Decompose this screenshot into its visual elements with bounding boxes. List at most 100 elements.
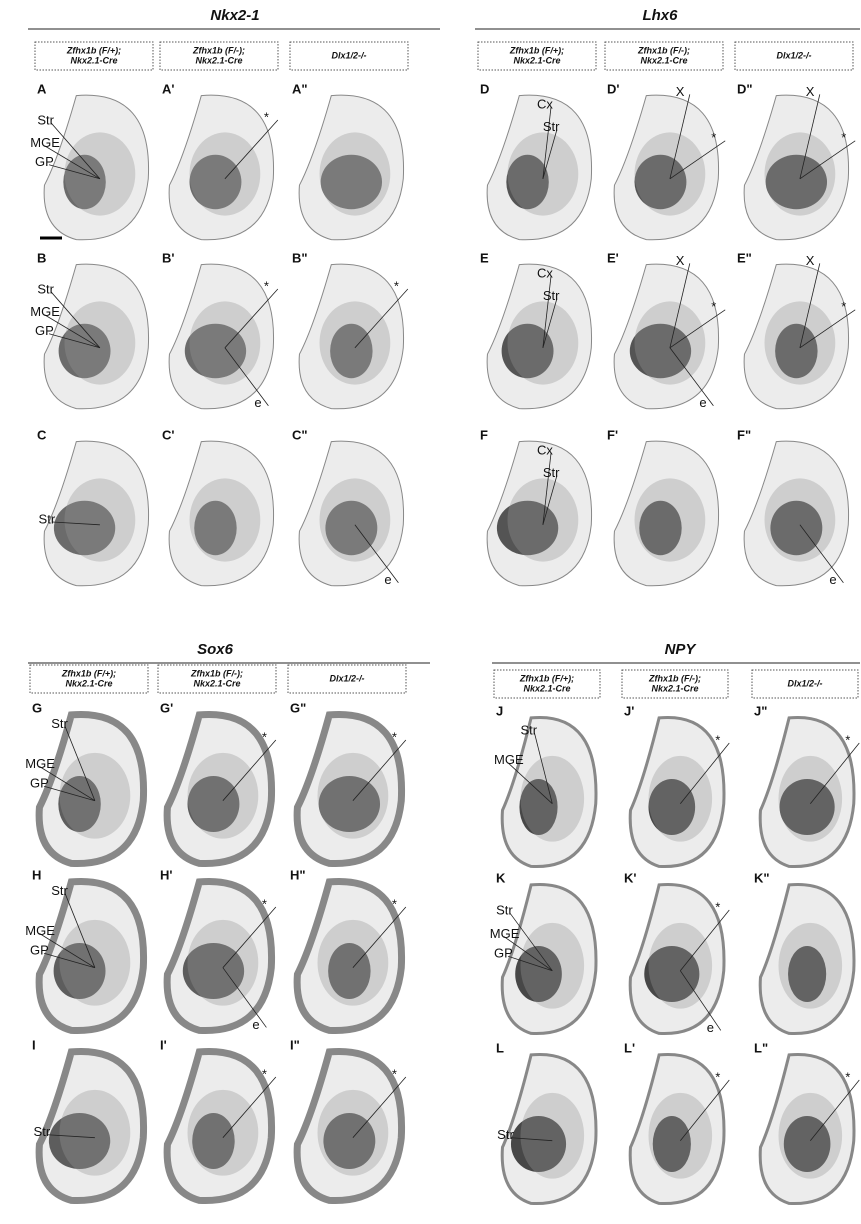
panel-label: A'	[162, 81, 174, 96]
annotation: *	[264, 278, 269, 293]
annotation: *	[392, 896, 397, 911]
panel: F'	[607, 427, 719, 585]
column-header: Zfhx1b (F/+);	[61, 668, 116, 678]
annotation: GP	[30, 943, 49, 958]
annotation: Cx	[537, 443, 553, 458]
stain-halo	[188, 753, 259, 839]
panel: K"	[754, 870, 854, 1033]
stain-halo	[779, 923, 843, 1009]
panel: L'*	[624, 1040, 729, 1203]
annotation: Cx	[537, 97, 553, 112]
panel-label: J"	[754, 703, 767, 718]
panel: E"X*	[737, 250, 855, 408]
annotation: *	[711, 130, 716, 145]
stain-halo	[60, 1090, 131, 1176]
panel: GStrMGEGP	[25, 700, 143, 863]
column-header: Nkx2.1-Cre	[65, 678, 112, 688]
panel: I"*	[290, 1037, 406, 1200]
annotation: Str	[521, 723, 538, 738]
column-header: Nkx2.1-Cre	[193, 678, 240, 688]
panel-label: H'	[160, 867, 172, 882]
column-header: Dlx1/2-/-	[787, 678, 822, 688]
section-title: Nkx2-1	[210, 7, 259, 24]
panel: A' *	[162, 81, 278, 239]
stain-halo	[65, 478, 136, 561]
panel: K' * e	[624, 870, 729, 1034]
annotation: Str	[543, 119, 560, 134]
panel-label: J'	[624, 703, 634, 718]
panel: J" *	[754, 703, 859, 866]
panel-label: A	[37, 81, 47, 96]
stain-halo	[635, 478, 706, 561]
annotation: Str	[39, 511, 56, 526]
stain-halo	[65, 301, 136, 384]
annotation: *	[845, 732, 850, 747]
column-header: Zfhx1b (F/-);	[637, 45, 690, 55]
panel-label: B"	[292, 250, 308, 265]
stain-halo	[508, 301, 579, 384]
panel: E'X*e	[607, 250, 725, 410]
panel-label: I	[32, 1037, 36, 1052]
panel-label: K'	[624, 870, 636, 885]
panel-label: C	[37, 427, 47, 442]
panel: G'*	[160, 700, 276, 863]
panel-label: E'	[607, 250, 619, 265]
panel-label: L	[496, 1040, 504, 1055]
stain-halo	[190, 301, 261, 384]
column-header: Nkx2.1-Cre	[70, 55, 117, 65]
section-title: Sox6	[197, 641, 234, 658]
panel-label: D"	[737, 81, 753, 96]
panel-label: D	[480, 81, 489, 96]
annotation: *	[264, 109, 269, 124]
annotation: Str	[51, 883, 68, 898]
stain-halo	[60, 753, 131, 839]
stain-halo	[765, 478, 836, 561]
panel-label: F"	[737, 427, 751, 442]
column-header: Nkx2.1-Cre	[651, 683, 698, 693]
panel: D'X*	[607, 81, 725, 239]
annotation: *	[262, 729, 267, 744]
column-header: Zfhx1b (F/+);	[509, 45, 564, 55]
annotation: X	[676, 253, 685, 268]
panel: JStrMGE	[494, 703, 596, 866]
annotation: MGE	[30, 135, 60, 150]
annotation: e	[252, 1017, 259, 1032]
annotation: *	[841, 130, 846, 145]
figure: Nkx2-1Zfhx1b (F/+);Nkx2.1-CreZfhx1b (F/-…	[0, 0, 861, 1224]
column-header: Dlx1/2-/-	[329, 673, 364, 683]
stain-halo	[649, 1093, 713, 1179]
panel: B'*e	[162, 250, 278, 410]
annotation: *	[845, 1069, 850, 1084]
annotation: e	[707, 1020, 714, 1035]
section-title: NPY	[665, 641, 698, 658]
stain-halo	[320, 478, 391, 561]
annotation: Str	[543, 465, 560, 480]
panel-label: B	[37, 250, 46, 265]
stain-halo	[188, 1090, 259, 1176]
annotation: Str	[34, 1124, 51, 1139]
stain-halo	[779, 1093, 843, 1179]
stain-halo	[649, 923, 713, 1009]
annotation: MGE	[30, 304, 60, 319]
panel-label: K"	[754, 870, 770, 885]
section-title: Lhx6	[642, 7, 678, 24]
stain-halo	[649, 756, 713, 842]
panel: A"	[292, 81, 404, 239]
panel: ECxStr	[480, 250, 592, 408]
annotation: *	[841, 299, 846, 314]
panel-label: J	[496, 703, 503, 718]
annotation: e	[384, 572, 391, 587]
panel: F"e	[737, 427, 849, 587]
panel-label: D'	[607, 81, 619, 96]
annotation: *	[715, 899, 720, 914]
panel: H'*e	[160, 867, 276, 1031]
annotation: GP	[30, 776, 49, 791]
annotation: Str	[497, 1127, 514, 1142]
panel: G"*	[290, 700, 406, 863]
stain-halo	[765, 132, 836, 215]
stain-halo	[508, 478, 579, 561]
annotation: Str	[51, 716, 68, 731]
